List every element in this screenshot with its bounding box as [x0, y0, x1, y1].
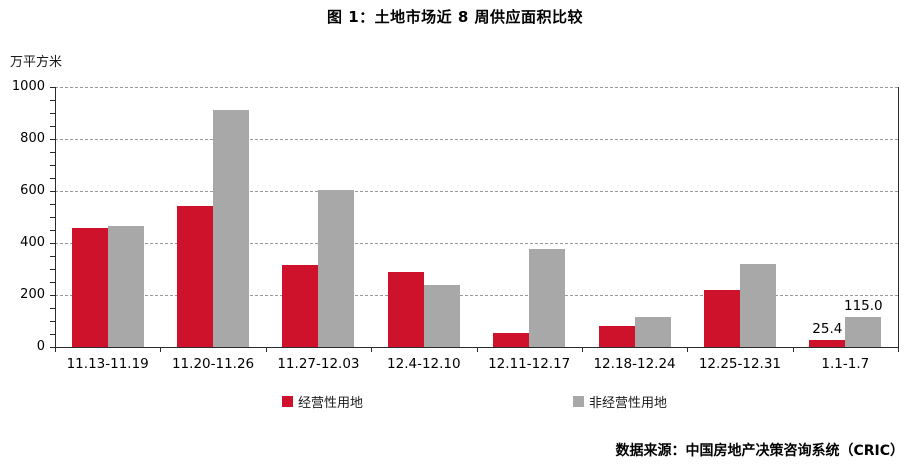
bar-series2 — [739, 263, 776, 347]
x-axis-tick — [160, 348, 162, 352]
x-axis-tick — [265, 348, 267, 352]
x-axis-tick — [55, 348, 56, 352]
y-tick-label: 400 — [20, 235, 45, 250]
bar-series1 — [177, 205, 214, 347]
legend-swatch-icon — [573, 396, 584, 407]
x-axis-tick — [687, 348, 689, 352]
bar-series2 — [529, 248, 566, 347]
x-tick-label: 11.13-11.19 — [66, 356, 149, 372]
bar-series1 — [282, 265, 319, 347]
bar-series2 — [213, 110, 250, 347]
bar-series1 — [809, 340, 846, 347]
y-tick-label: 600 — [20, 183, 45, 198]
x-tick-label: 12.25-12.31 — [698, 356, 782, 372]
bar-series2 — [845, 317, 882, 347]
bar-series1 — [71, 227, 108, 347]
bar-series2 — [107, 226, 144, 347]
bar-series1 — [493, 333, 530, 347]
plot-right-border — [898, 87, 899, 348]
legend-swatch-icon — [282, 396, 293, 407]
gridline-200 — [55, 295, 898, 296]
bar-value-label: 115.0 — [843, 298, 883, 315]
x-tick-label: 12.4-12.10 — [387, 356, 461, 372]
y-tick-label: 800 — [20, 131, 45, 146]
bar-series1 — [598, 325, 635, 347]
gridline-600 — [55, 191, 898, 192]
x-tick-label: 12.18-12.24 — [593, 356, 676, 372]
legend-label: 非经营性用地 — [589, 396, 668, 411]
legend-label: 经营性用地 — [298, 396, 364, 411]
x-tick-label: 11.20-11.26 — [171, 356, 255, 372]
x-axis-tick — [371, 348, 373, 352]
y-axis-unit-label: 万平方米 — [10, 55, 63, 70]
x-axis-line — [55, 347, 899, 348]
bar-series1 — [387, 271, 424, 347]
chart-title: 图 1：土地市场近 8 周供应面积比较 — [326, 8, 584, 26]
gridline-800 — [55, 139, 898, 140]
bar-value-label: 25.4 — [812, 321, 843, 338]
y-axis-minor-ticks — [50, 87, 55, 348]
gridline-400 — [55, 243, 898, 244]
bar-series1 — [703, 290, 740, 347]
x-axis-tick — [792, 348, 794, 352]
x-tick-label: 1.1-1.7 — [821, 356, 870, 372]
x-axis-tick — [898, 348, 899, 352]
legend-item-1: 经营性用地 — [282, 392, 363, 411]
data-source: 数据来源：中国房地产决策咨询系统（CRIC） — [615, 443, 904, 459]
bar-series2 — [318, 189, 355, 347]
y-tick-label: 0 — [36, 339, 45, 354]
legend-item-2: 非经营性用地 — [573, 392, 667, 411]
y-tick-label: 200 — [20, 287, 45, 302]
x-axis-tick — [581, 348, 583, 352]
x-tick-label: 12.11-12.17 — [488, 356, 571, 372]
y-tick-label: 1000 — [11, 79, 45, 94]
bar-series2 — [634, 316, 671, 347]
x-tick-label: 11.27-12.03 — [277, 356, 360, 372]
gridline-1000 — [55, 87, 898, 88]
y-axis-line — [55, 87, 56, 348]
x-axis-tick — [476, 348, 478, 352]
bar-series2 — [423, 285, 460, 347]
